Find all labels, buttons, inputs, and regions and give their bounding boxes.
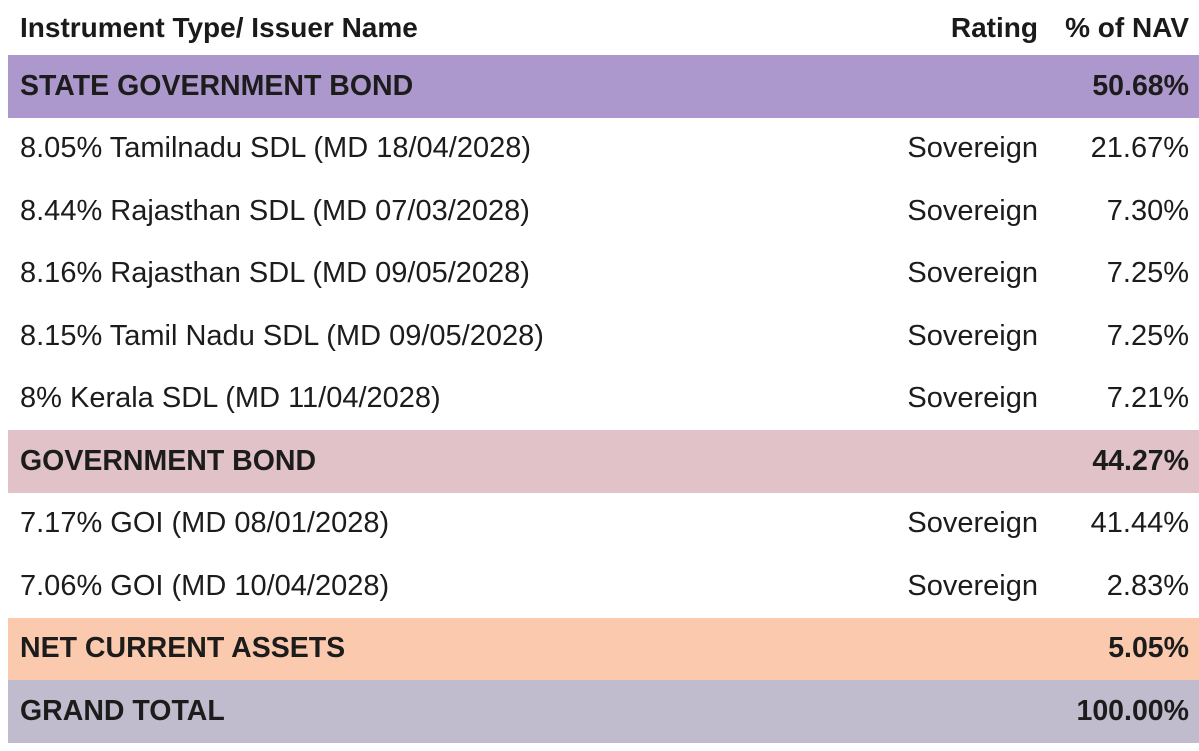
table-row: 8.16% Rajasthan SDL (MD 09/05/2028) Sove… bbox=[8, 243, 1199, 306]
table-row: 7.06% GOI (MD 10/04/2028) Sovereign 2.83… bbox=[8, 555, 1199, 618]
instrument-nav: 2.83% bbox=[1106, 569, 1189, 602]
instrument-rating: Sovereign bbox=[907, 382, 1038, 415]
instrument-nav: 21.67% bbox=[1090, 132, 1189, 165]
section-name: GOVERNMENT BOND bbox=[20, 444, 317, 477]
section-row-net-current-assets: NET CURRENT ASSETS 5.05% bbox=[8, 617, 1199, 680]
instrument-nav: 7.25% bbox=[1106, 319, 1189, 352]
section-row-state-government-bond: STATE GOVERNMENT BOND 50.68% bbox=[8, 55, 1199, 118]
section-nav: 100.00% bbox=[1076, 694, 1189, 727]
section-name: NET CURRENT ASSETS bbox=[20, 632, 346, 665]
instrument-nav: 41.44% bbox=[1090, 507, 1189, 540]
table-row: 8.05% Tamilnadu SDL (MD 18/04/2028) Sove… bbox=[8, 118, 1199, 181]
section-row-government-bond: GOVERNMENT BOND 44.27% bbox=[8, 430, 1199, 493]
section-nav: 44.27% bbox=[1092, 444, 1189, 477]
instrument-rating: Sovereign bbox=[907, 507, 1038, 540]
instrument-rating: Sovereign bbox=[907, 569, 1038, 602]
table-row: 8.15% Tamil Nadu SDL (MD 09/05/2028) Sov… bbox=[8, 305, 1199, 368]
instrument-nav: 7.21% bbox=[1106, 382, 1189, 415]
instrument-name: 8% Kerala SDL (MD 11/04/2028) bbox=[20, 382, 441, 415]
instrument-rating: Sovereign bbox=[907, 132, 1038, 165]
instrument-nav: 7.30% bbox=[1106, 194, 1189, 227]
instrument-name: 8.15% Tamil Nadu SDL (MD 09/05/2028) bbox=[20, 319, 544, 352]
instrument-name: 8.44% Rajasthan SDL (MD 07/03/2028) bbox=[20, 194, 530, 227]
portfolio-holdings-table: Instrument Type/ Issuer Name Rating % of… bbox=[8, 0, 1199, 743]
table-row: 7.17% GOI (MD 08/01/2028) Sovereign 41.4… bbox=[8, 493, 1199, 556]
table-row: 8% Kerala SDL (MD 11/04/2028) Sovereign … bbox=[8, 368, 1199, 431]
instrument-name: 8.16% Rajasthan SDL (MD 09/05/2028) bbox=[20, 257, 530, 290]
instrument-name: 7.17% GOI (MD 08/01/2028) bbox=[20, 507, 390, 540]
instrument-rating: Sovereign bbox=[907, 257, 1038, 290]
instrument-rating: Sovereign bbox=[907, 194, 1038, 227]
table-row: 8.44% Rajasthan SDL (MD 07/03/2028) Sove… bbox=[8, 180, 1199, 243]
section-name: GRAND TOTAL bbox=[20, 694, 225, 727]
section-name: STATE GOVERNMENT BOND bbox=[20, 69, 414, 102]
instrument-name: 7.06% GOI (MD 10/04/2028) bbox=[20, 569, 390, 602]
header-nav: % of NAV bbox=[1065, 11, 1189, 43]
section-nav: 5.05% bbox=[1108, 632, 1189, 665]
section-nav: 50.68% bbox=[1092, 69, 1189, 102]
table-header-row: Instrument Type/ Issuer Name Rating % of… bbox=[8, 0, 1199, 55]
header-rating: Rating bbox=[950, 11, 1038, 43]
header-instrument-name: Instrument Type/ Issuer Name bbox=[20, 11, 418, 43]
section-row-grand-total: GRAND TOTAL 100.00% bbox=[8, 680, 1199, 743]
instrument-rating: Sovereign bbox=[907, 319, 1038, 352]
instrument-nav: 7.25% bbox=[1106, 257, 1189, 290]
instrument-name: 8.05% Tamilnadu SDL (MD 18/04/2028) bbox=[20, 132, 532, 165]
